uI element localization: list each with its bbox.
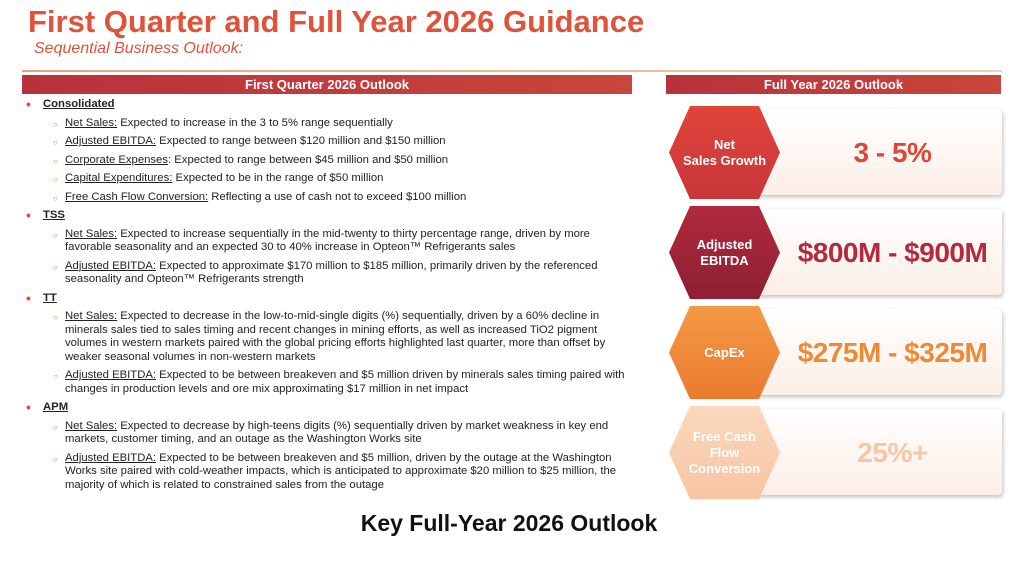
item-label: Adjusted EBITDA: [65, 369, 157, 381]
bullet-item: Corporate Expenses: Expected to range be… [22, 154, 637, 168]
item-text: Expected to be between breakeven and $5 … [65, 451, 617, 491]
item-text: Expected to increase in the 3 to 5% rang… [117, 116, 393, 129]
metric-value: $800M - $900M [797, 236, 988, 268]
subtitle: Sequential Business Outlook: [34, 40, 244, 57]
item-text: Expected to be in the range of $50 milli… [172, 172, 384, 184]
bullet-item: Adjusted EBITDA: Expected to approximate… [22, 260, 637, 287]
item-text: Expected to be between breakeven and $5 … [65, 369, 625, 395]
hexagon [669, 106, 780, 199]
bullet-item: Net Sales: Expected to decrease by high-… [22, 420, 637, 447]
section-heading: TSS [22, 209, 637, 223]
outlook-list: Consolidated Net Sales: Expected to incre… [22, 97, 637, 497]
hexagon [669, 406, 780, 499]
metric-label: Adjusted EBITDA [696, 236, 753, 268]
item-text: : Expected to range between $45 million … [168, 153, 449, 166]
metric-row: Adjusted EBITDA $800M - $900M [668, 205, 1004, 300]
item-label: Net Sales: [65, 419, 118, 432]
item-label: Adjusted EBITDA: [65, 451, 157, 464]
item-label: Net Sales: [65, 116, 118, 129]
bullet-item: Net Sales: Expected to increase sequenti… [22, 228, 637, 255]
metric-label: Free Cash Flow Conversion [688, 428, 761, 476]
metric-value: 3 - 5% [853, 136, 932, 168]
metric-row: CapEx $275M - $325M [668, 305, 1004, 400]
caption: Key Full-Year 2026 Outlook [360, 510, 658, 536]
title: First Quarter and Full Year 2026 Guidanc… [28, 4, 645, 39]
item-label: Net Sales: [65, 310, 118, 322]
hexagon [669, 206, 780, 299]
item-text: Reflecting a use of cash not to exceed $… [208, 190, 467, 203]
item-text: Expected to decrease by high-teens digit… [65, 419, 609, 446]
metric-row: Free Cash Flow Conversion 25%+ [668, 405, 1004, 500]
metric-row: Net Sales Growth 3 - 5% [668, 105, 1004, 200]
item-text: Expected to range between $120 million a… [156, 135, 446, 147]
item-label: Adjusted EBITDA: [65, 259, 157, 272]
bullet-item: Capital Expenditures: Expected to be in … [22, 172, 637, 186]
hexagon [669, 306, 780, 399]
item-label: Capital Expenditures: [65, 172, 173, 184]
divider [22, 70, 1002, 72]
bullet-item: Adjusted EBITDA: Expected to be between … [22, 452, 637, 493]
bullet-item: Net Sales: Expected to decrease in the l… [22, 310, 637, 364]
section-heading: Consolidated [22, 98, 637, 112]
metric-value: $275M - $325M [797, 336, 988, 368]
section-header: First Quarter 2026 Outlook [22, 75, 632, 94]
item-text: Expected to approximate $170 million to … [65, 259, 598, 286]
bullet-item: Free Cash Flow Conversion: Reflecting a … [22, 191, 637, 205]
section-header: Full Year 2026 Outlook [666, 75, 1001, 94]
item-text: Expected to decrease in the low-to-mid-s… [65, 310, 606, 363]
metric-label: CapEx [704, 344, 745, 360]
metric-value: 25%+ [857, 436, 928, 468]
section-heading: TT [22, 292, 637, 306]
bullet-item: Adjusted EBITDA: Expected to be between … [22, 369, 637, 396]
bullet-item: Adjusted EBITDA: Expected to range betwe… [22, 135, 637, 149]
item-label: Adjusted EBITDA: [65, 135, 157, 147]
metric-label: Net Sales Growth [682, 136, 767, 168]
bullet-item: Net Sales: Expected to increase in the 3… [22, 117, 637, 131]
section-heading: APM [22, 401, 637, 415]
item-label: Free Cash Flow Conversion: [65, 190, 209, 203]
item-label: Net Sales: [65, 227, 118, 240]
item-text: Expected to increase sequentially in the… [65, 227, 590, 254]
item-label: Corporate Expenses [65, 153, 168, 166]
